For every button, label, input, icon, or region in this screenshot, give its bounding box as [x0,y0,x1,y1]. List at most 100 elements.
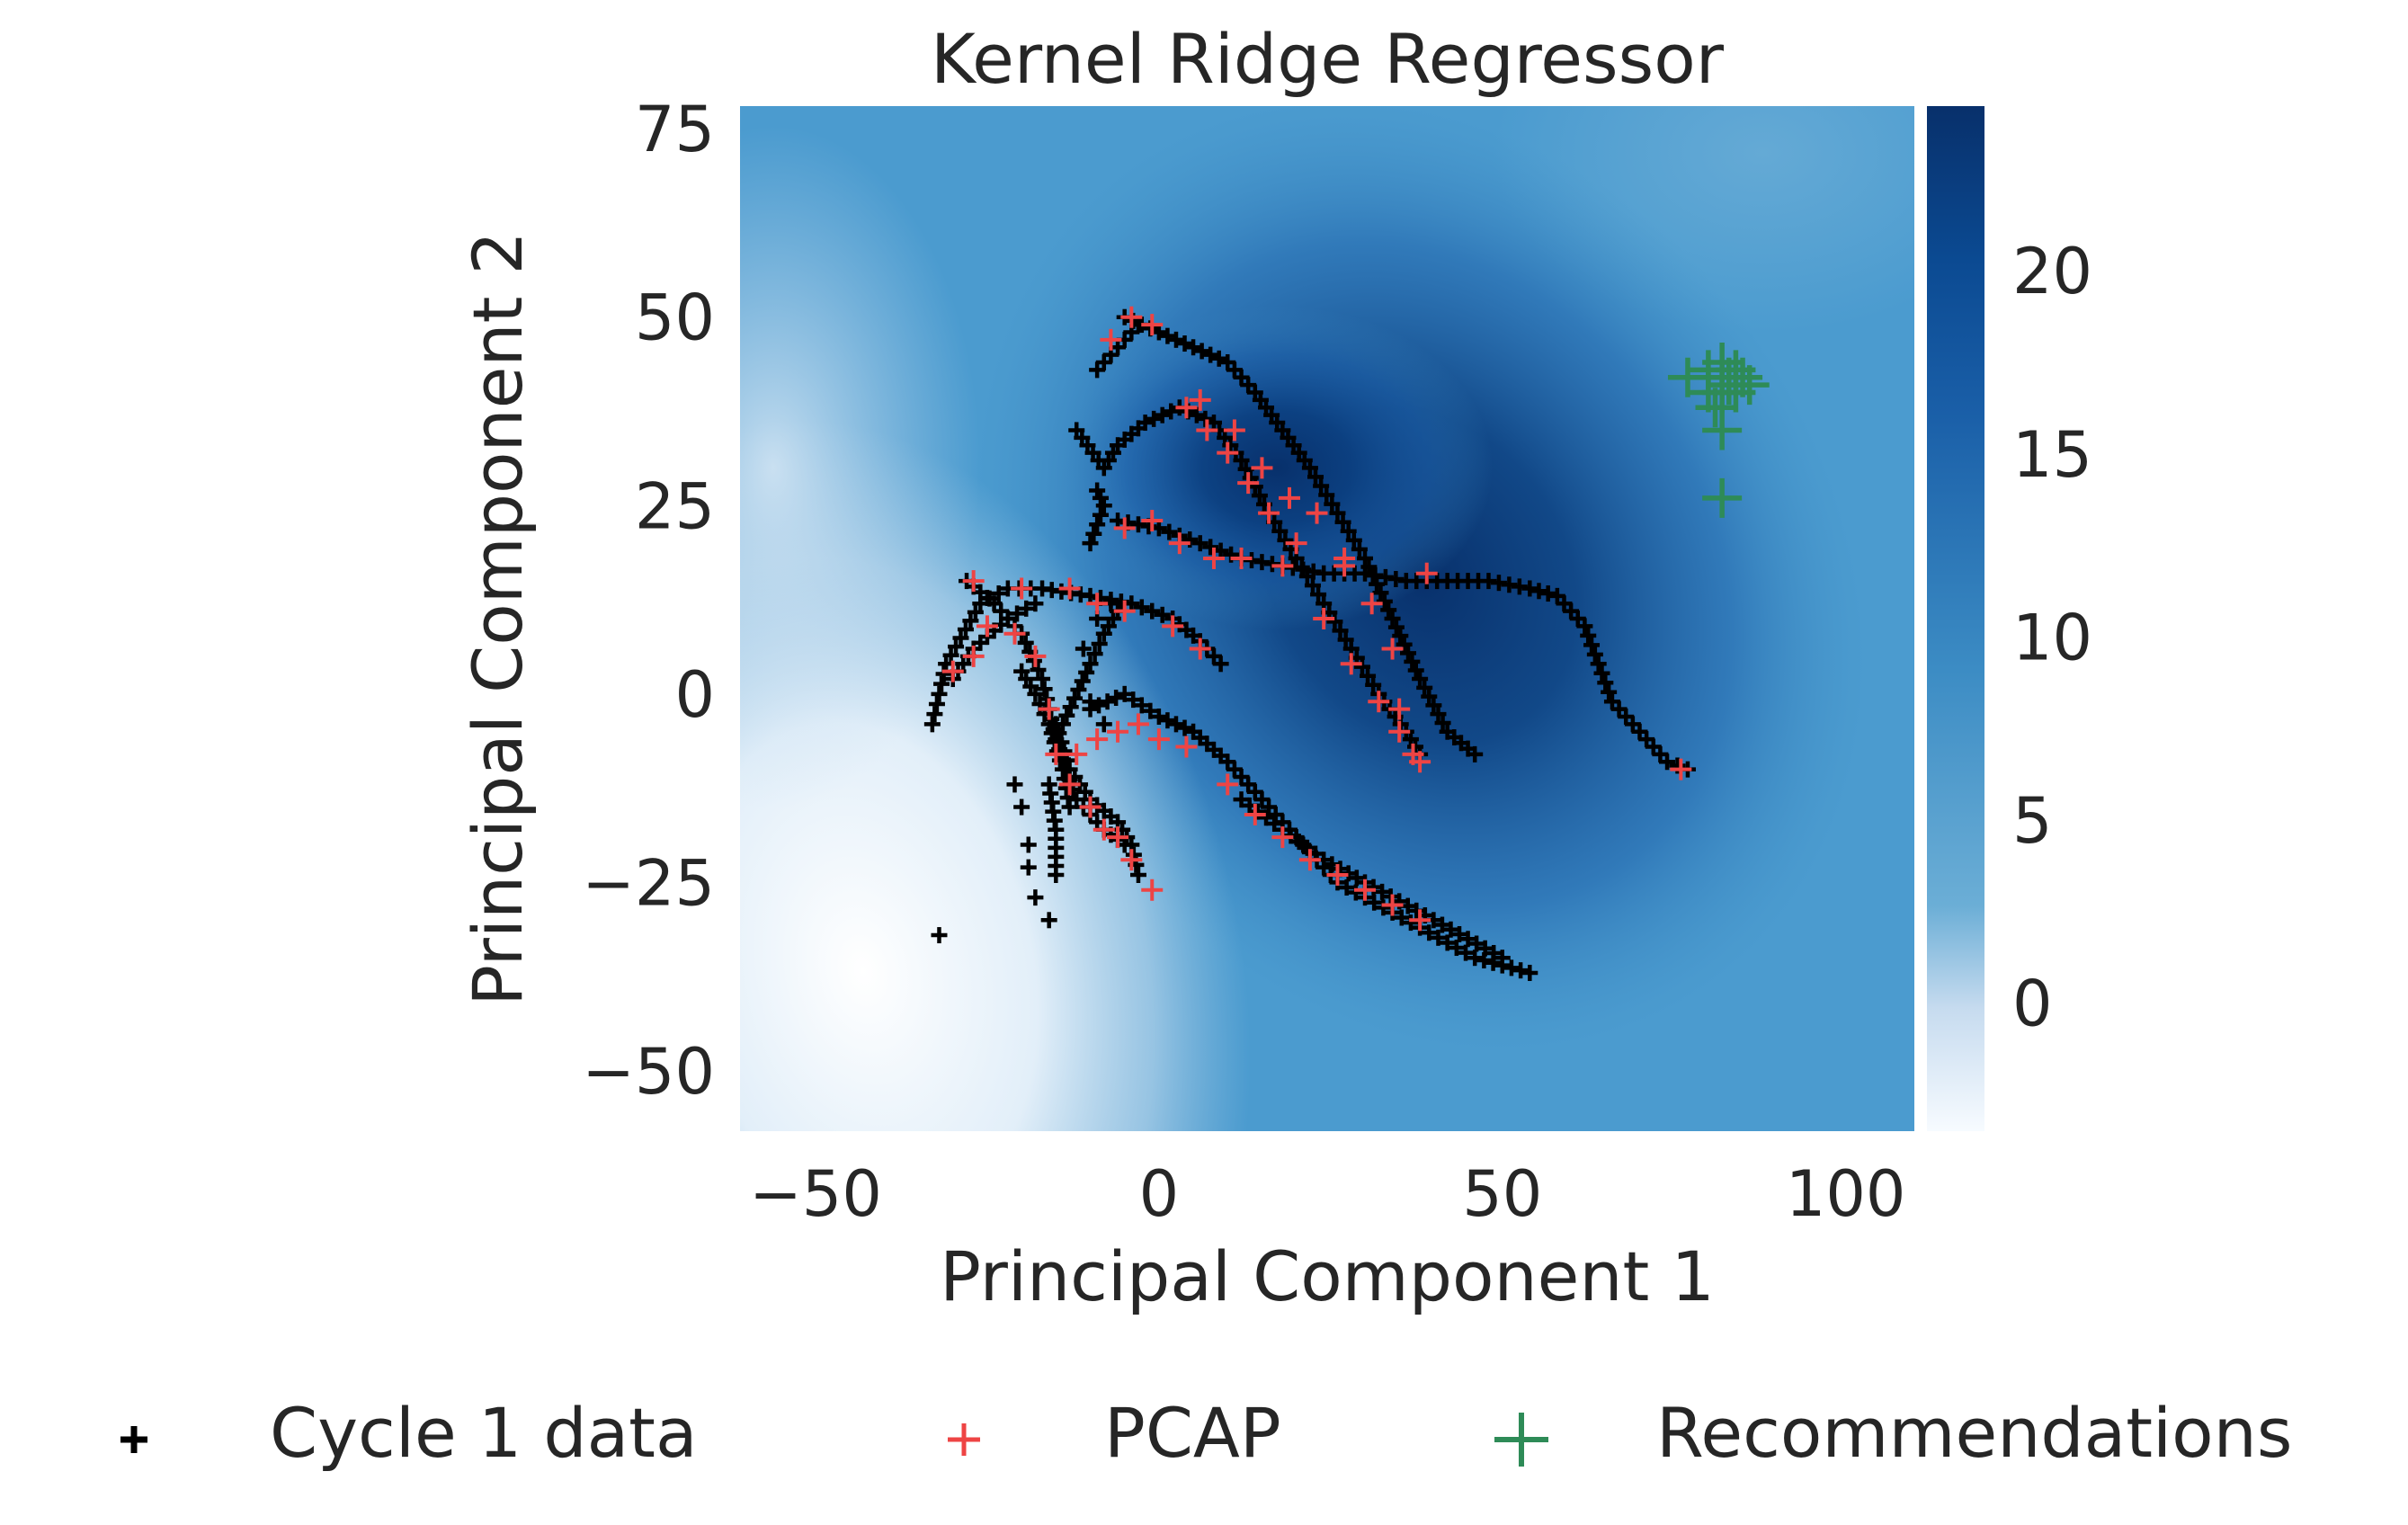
cycle1-marker [1580,627,1597,644]
cycle1-marker [1027,889,1044,906]
cycle1-marker [1040,912,1057,929]
cycle1-marker [1503,959,1520,977]
cycle1-marker [1176,335,1193,352]
pcap-marker [1415,562,1438,584]
colorbar-tick-label: 0 [2012,968,2053,1041]
cycle1-marker [1027,685,1044,702]
cycle1-marker [942,647,959,664]
colorbar-gradient [1927,106,1984,1131]
pcap-marker [1011,577,1033,600]
pcap-marker [1003,622,1026,645]
y-tick-label: 50 [635,281,715,355]
cycle1-marker [1188,406,1205,424]
legend-label-pcap: PCAP [1104,1393,1281,1473]
pcap-marker [1271,555,1294,577]
pcap-marker [1388,698,1411,720]
cycle1-marker [1082,655,1099,673]
cycle1-marker [1326,613,1343,630]
pcap-marker [1107,720,1129,743]
cycle1-marker [1137,415,1154,432]
cycle1-marker [1485,944,1503,961]
cycle1-marker [1593,664,1610,682]
cycle1-marker [1091,697,1108,714]
pcap-marker [1298,849,1321,871]
cycle1-marker [1116,685,1133,702]
pcap-marker [1162,615,1184,638]
cycle1-marker [1468,935,1485,952]
cycle1-marker [1129,867,1146,883]
cycle1-marker [1249,803,1266,820]
pcap-marker [1326,864,1349,886]
heatmap-low-region-2 [740,126,980,809]
cycle1-marker [1458,944,1475,961]
cycle1-marker [1009,605,1026,622]
cycle1-marker [1251,487,1268,504]
pcap-marker [1107,826,1129,849]
pcap-marker [1354,878,1377,901]
cycle1-marker [1448,940,1465,957]
cycle1-marker [1442,921,1459,938]
legend-marker-cycle1 [120,1426,147,1453]
cycle1-marker [1082,535,1099,552]
cycle1-marker [1233,451,1250,468]
cycle1-marker [1185,339,1202,356]
cycle1-marker [1384,611,1401,627]
cycle1-marker [935,665,952,682]
pcap-marker [1278,486,1300,509]
recommendation-marker [1702,477,1743,518]
cycle1-marker [1271,522,1289,540]
cycle1-marker [1521,580,1538,597]
pcap-marker [1066,743,1088,765]
series-layer [923,306,1770,981]
cycle1-marker [1298,839,1315,856]
pcap-marker [1120,306,1143,328]
cycle1-marker [1027,595,1044,612]
cycle1-marker [1020,836,1037,853]
cycle1-marker [1159,712,1176,729]
cycle1-marker [1400,645,1417,662]
cycle1-marker [1329,504,1346,522]
cycle1-marker [1404,653,1421,670]
recommendation-marker [1667,357,1708,397]
cycle1-marker [1434,714,1451,731]
x-tick-label: 0 [1139,1157,1180,1231]
cycle1-marker [1193,343,1210,360]
cycle1-marker [1161,523,1178,540]
cycle1-marker [1210,350,1227,367]
x-tick-label: −50 [749,1157,882,1231]
legend-marker-pcap [948,1423,980,1456]
cycle1-marker [1020,859,1037,876]
cycle1-marker [1085,525,1102,542]
cycle1-marker [1451,926,1468,943]
pcap-marker [976,615,998,638]
pcap-marker [1306,502,1328,524]
cycle1-marker [952,629,969,647]
cycle1-marker [926,706,943,723]
cycle1-marker [1360,667,1377,684]
cycle1-marker [962,612,979,629]
colorbar-tick-label: 10 [2012,601,2092,674]
pcap-marker [1237,472,1260,495]
cycle1-marker [931,927,948,944]
cycle1-marker [1659,754,1676,771]
cycle1-marker [1512,962,1530,979]
pcap-marker [1244,803,1266,825]
cycle1-marker [1154,406,1171,424]
cycle1-marker [1459,931,1476,948]
cycle1-marker [1133,599,1150,616]
recommendation-marker [1702,410,1743,450]
cycle1-marker [1301,459,1318,477]
pcap-marker [1271,826,1294,849]
pcap-marker [1141,510,1164,532]
pcap-marker [1127,713,1149,736]
cycle1-marker [1074,673,1091,690]
x-tick-label: 50 [1462,1157,1542,1231]
colorbar-tick-label: 5 [2012,784,2053,858]
cycle1-marker [1006,776,1023,793]
pcap-marker [1100,328,1122,351]
cycle1-marker [928,696,945,712]
heatmap [740,106,1914,1131]
cycle1-marker [1258,809,1275,826]
cycle1-marker [1402,914,1419,932]
